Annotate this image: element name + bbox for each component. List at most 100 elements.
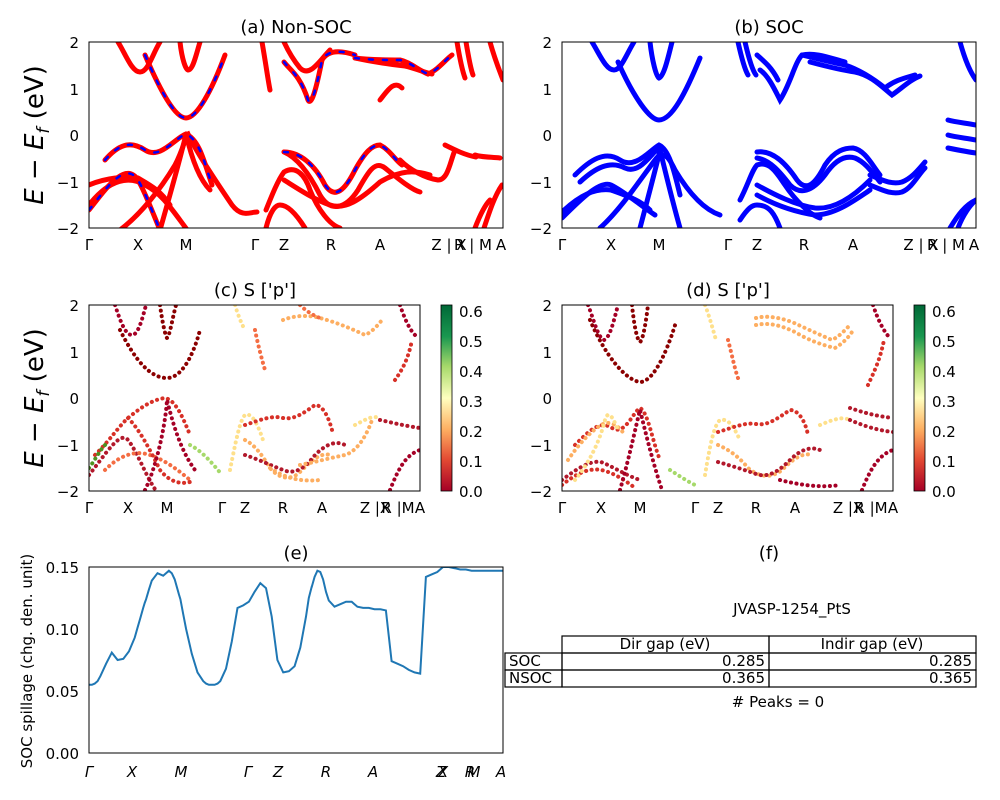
band-dots: [848, 406, 893, 420]
panel-d-xticks: Γ X M Γ Z R A Z |X R |M A: [558, 499, 899, 517]
band-line: [955, 197, 976, 228]
band-line: [263, 202, 308, 228]
ytick-label: 1: [69, 344, 79, 362]
peaks-count: # Peaks = 0: [732, 693, 824, 711]
row-label: NSOC: [509, 669, 552, 687]
xtick-label: Z | X: [431, 236, 466, 254]
band-line: [757, 51, 848, 105]
ytick-label: −2: [57, 220, 79, 238]
panel-c-title: (c) S ['p']: [214, 280, 296, 301]
panel-b-xticks: Γ X M Γ Z R A Z | X R | M A: [558, 236, 980, 254]
ytick-label: 0: [69, 390, 79, 408]
xtick-label: Γ: [251, 236, 260, 254]
panel-d: (d) S ['p'] 2 1 0 −1 −2 Γ X M Γ Z R A Z …: [530, 280, 956, 517]
table-cell-value: 0.285: [929, 652, 972, 670]
panel-d-yticks: 2 1 0 −1 −2: [530, 297, 552, 501]
band-line: [103, 132, 214, 187]
band-dots: [871, 305, 892, 340]
panel-c-yticks: 2 1 0 −1 −2: [57, 297, 79, 501]
xtick-label: M: [175, 763, 188, 781]
colorbar-tick: 0.0: [932, 483, 956, 501]
xtick-label: A: [415, 499, 426, 517]
ytick-label: 2: [542, 34, 552, 52]
ytick-label: −1: [530, 174, 552, 192]
panel-c: (c) S ['p'] E − Ef (eV) 2 1 0 −1 −2 Γ X …: [20, 280, 483, 517]
band-line: [945, 145, 976, 156]
band-line: [867, 159, 928, 186]
band-line: [377, 82, 405, 103]
table-cell: [768, 669, 977, 688]
xtick-label: R: [326, 236, 336, 254]
xtick-label: Z: [279, 236, 289, 254]
xtick-label: Z: [752, 236, 762, 254]
band-dots: [268, 466, 322, 483]
band-line: [957, 42, 976, 83]
xtick-label: A: [317, 499, 328, 517]
band-line: [589, 42, 637, 73]
material-id: JVASP-1254_PtS: [732, 600, 851, 619]
table-cell-value: 0.365: [929, 669, 972, 687]
band-line: [281, 42, 333, 74]
band-dots: [848, 418, 893, 434]
colorbar-tick: 0.2: [932, 423, 956, 441]
band-dots: [103, 451, 192, 482]
band-dots: [113, 305, 148, 338]
xtick-label: Γ: [85, 499, 94, 517]
panel-a: (a) Non-SOC E − Ef (eV) 2 1 0 −1 −2 Γ X …: [20, 17, 507, 254]
xtick-label: M: [634, 499, 647, 517]
panel-d-colorbar: 0.6 0.5 0.4 0.3 0.2 0.1 0.0: [913, 303, 956, 501]
band-line: [463, 42, 476, 78]
band-line: [281, 169, 433, 209]
xtick-label: R: [799, 236, 809, 254]
xtick-label: Γ: [218, 499, 227, 517]
xtick-label: Z: [272, 763, 284, 781]
band-line: [867, 165, 928, 196]
band-line: [177, 42, 203, 73]
panel-a-yticks: 2 1 0 −1 −2: [57, 34, 79, 238]
ytick-label: −2: [57, 483, 79, 501]
xtick-label: X: [133, 236, 143, 254]
band-line: [754, 154, 883, 194]
xtick-label: Γ: [85, 763, 95, 781]
panel-e: (e) SOC spillage (chg. den. unit) 0.15 0…: [18, 543, 506, 781]
ytick-label: 0.15: [46, 559, 79, 577]
band-dots: [703, 305, 718, 342]
panel-a-title: (a) Non-SOC: [240, 17, 351, 38]
ytick-label: −2: [530, 483, 552, 501]
xtick-label: X: [606, 236, 616, 254]
ytick-label: 1: [542, 344, 552, 362]
band-line: [281, 149, 423, 209]
xtick-label: M: [468, 763, 481, 781]
xtick-label: R: [751, 499, 761, 517]
band-dots: [393, 338, 414, 382]
ytick-label: 0: [542, 390, 552, 408]
band-line: [945, 117, 976, 128]
band-dots: [188, 443, 224, 477]
band-line: [259, 42, 273, 93]
panel-e-yticks: 0.15 0.10 0.05 0.00: [46, 559, 79, 763]
table-cell-value: 0.285: [722, 652, 765, 670]
band-line: [353, 53, 454, 76]
ytick-label: 0: [542, 127, 552, 145]
band-dots: [93, 395, 192, 457]
xtick-label: R | M: [454, 236, 492, 254]
xtick-label: Γ: [691, 499, 700, 517]
band-line: [742, 42, 759, 78]
band-line: [143, 53, 227, 120]
xtick-label: Γ: [558, 499, 567, 517]
xtick-label: A: [495, 763, 506, 781]
panel-b-bands: [562, 42, 976, 228]
band-dots: [126, 416, 192, 485]
band-dots: [298, 418, 374, 467]
xtick-label: M: [653, 236, 666, 254]
band-dots: [562, 467, 637, 490]
band-line: [157, 133, 213, 228]
colorbar-gradient: [913, 304, 926, 492]
band-dots: [754, 314, 852, 343]
band-dots: [716, 446, 822, 478]
band-dots: [233, 305, 247, 332]
table-header: Dir gap (eV): [620, 635, 711, 653]
xtick-label: R |M: [381, 499, 414, 517]
colorbar-tick: 0.4: [932, 363, 956, 381]
band-dots: [573, 412, 620, 482]
